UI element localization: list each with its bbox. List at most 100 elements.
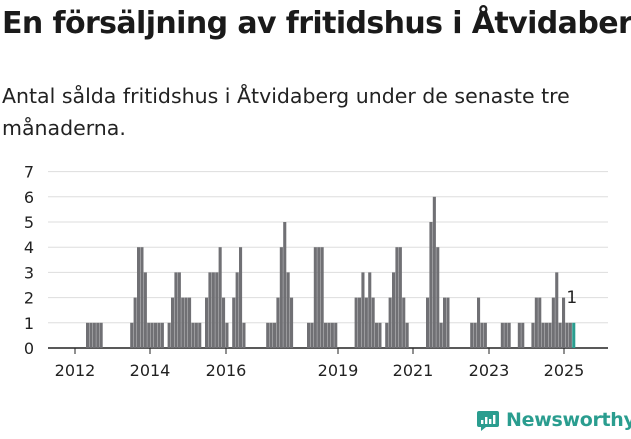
bar[interactable] [521, 322, 525, 348]
bar[interactable] [167, 322, 171, 348]
bar[interactable] [160, 322, 164, 348]
bar[interactable] [545, 322, 549, 348]
bar[interactable] [215, 272, 219, 348]
bar[interactable] [538, 297, 542, 348]
bar[interactable] [371, 297, 375, 348]
bar[interactable] [171, 297, 175, 348]
bar[interactable] [398, 247, 402, 348]
bar[interactable] [310, 322, 314, 348]
bar[interactable] [211, 272, 215, 348]
bar[interactable] [130, 322, 134, 348]
bar[interactable] [174, 272, 178, 348]
bar[interactable] [531, 322, 535, 348]
bar[interactable] [239, 247, 243, 348]
bar[interactable] [330, 322, 334, 348]
bar[interactable] [324, 322, 328, 348]
bar[interactable] [191, 322, 195, 348]
bar[interactable] [480, 322, 484, 348]
bar[interactable] [436, 247, 440, 348]
bar[interactable] [388, 297, 392, 348]
bar[interactable] [205, 297, 209, 348]
bar[interactable] [558, 322, 562, 348]
bar[interactable] [368, 272, 372, 348]
bar[interactable] [548, 322, 552, 348]
bar[interactable] [565, 322, 569, 348]
bar[interactable] [222, 297, 226, 348]
bar[interactable] [477, 297, 481, 348]
bar[interactable] [225, 322, 229, 348]
bar[interactable] [184, 297, 188, 348]
bar[interactable] [290, 297, 294, 348]
bar[interactable] [507, 322, 511, 348]
bar[interactable] [143, 272, 147, 348]
bar[interactable] [378, 322, 382, 348]
bar[interactable] [188, 297, 192, 348]
bar[interactable] [364, 297, 368, 348]
bar[interactable] [327, 322, 331, 348]
bar[interactable] [395, 247, 399, 348]
bar[interactable] [446, 297, 450, 348]
bar[interactable] [473, 322, 477, 348]
bar[interactable] [313, 247, 317, 348]
bar[interactable] [307, 322, 311, 348]
bar[interactable] [286, 272, 290, 348]
bar[interactable] [432, 196, 436, 348]
bar[interactable] [92, 322, 96, 348]
bar[interactable] [96, 322, 100, 348]
bar[interactable] [354, 297, 358, 348]
bar[interactable] [361, 272, 365, 348]
bar[interactable] [483, 322, 487, 348]
y-tick-label: 0 [24, 339, 34, 358]
bar[interactable] [534, 297, 538, 348]
bar[interactable] [177, 272, 181, 348]
bar[interactable] [385, 322, 389, 348]
bar[interactable] [137, 247, 141, 348]
bar[interactable] [99, 322, 103, 348]
bar[interactable] [405, 322, 409, 348]
bar[interactable] [235, 272, 239, 348]
bar[interactable] [358, 297, 362, 348]
bar[interactable] [157, 322, 161, 348]
bar[interactable] [232, 297, 236, 348]
bar[interactable] [517, 322, 521, 348]
bar[interactable] [276, 297, 280, 348]
bar[interactable] [470, 322, 474, 348]
bar[interactable] [273, 322, 277, 348]
bar[interactable] [198, 322, 202, 348]
bar[interactable] [150, 322, 154, 348]
bar[interactable] [392, 272, 396, 348]
bar[interactable] [426, 297, 430, 348]
bar[interactable] [269, 322, 273, 348]
bar[interactable] [194, 322, 198, 348]
bar[interactable] [334, 322, 338, 348]
bar[interactable] [181, 297, 185, 348]
bar[interactable] [242, 322, 246, 348]
bar[interactable] [562, 297, 566, 348]
bar[interactable] [89, 322, 93, 348]
bar[interactable] [555, 272, 559, 348]
bar[interactable] [279, 247, 283, 348]
bar[interactable] [218, 247, 222, 348]
bar[interactable] [147, 322, 151, 348]
newsworthy-brand[interactable]: Newsworthy [476, 408, 631, 432]
bar[interactable] [86, 322, 90, 348]
bar[interactable] [500, 322, 504, 348]
bar[interactable] [375, 322, 379, 348]
bar[interactable] [266, 322, 270, 348]
bar[interactable] [443, 297, 447, 348]
bar[interactable] [317, 247, 321, 348]
bar[interactable] [402, 297, 406, 348]
bar[interactable] [140, 247, 144, 348]
bar[interactable] [320, 247, 324, 348]
bar[interactable] [283, 222, 287, 348]
bar[interactable] [439, 322, 443, 348]
bar[interactable] [504, 322, 508, 348]
bar[interactable] [568, 322, 572, 348]
bar[interactable] [208, 272, 212, 348]
bar[interactable] [551, 297, 555, 348]
bar[interactable] [133, 297, 137, 348]
bar[interactable] [429, 222, 433, 348]
bar[interactable] [541, 322, 545, 348]
bar[interactable] [154, 322, 158, 348]
bar-latest[interactable] [572, 322, 576, 348]
